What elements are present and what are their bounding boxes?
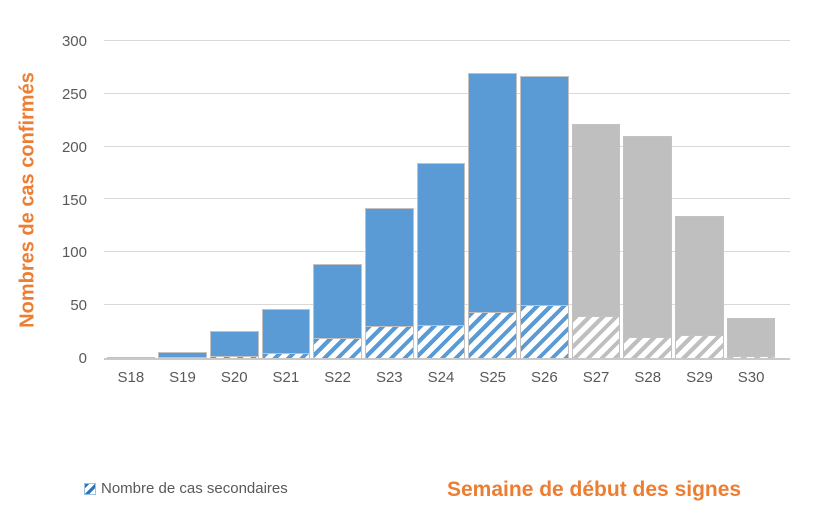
bar-s18 bbox=[106, 357, 156, 358]
plot-area bbox=[104, 40, 790, 360]
bar-s30 bbox=[726, 318, 776, 358]
bar-s21-secondary-hatch bbox=[262, 353, 310, 358]
x-axis-title: Semaine de début des signes bbox=[447, 478, 742, 501]
x-tick-label-s21: S21 bbox=[272, 369, 300, 386]
x-tick-label-s24: S24 bbox=[427, 369, 455, 386]
bar-s27 bbox=[571, 124, 621, 358]
x-tick-label-s25: S25 bbox=[479, 369, 507, 386]
bar-s22-secondary-hatch bbox=[314, 338, 361, 358]
bar-s19-secondary-hatch bbox=[159, 357, 206, 358]
y-tick-label-250: 250 bbox=[61, 85, 87, 103]
bar-s29-secondary-hatch bbox=[676, 335, 723, 358]
bar-s30-secondary-hatch bbox=[727, 356, 775, 358]
gridline-250 bbox=[104, 93, 790, 94]
y-axis-title: Nombres de cas confirmés bbox=[16, 72, 39, 328]
bar-s20 bbox=[209, 331, 259, 358]
bar-s24 bbox=[416, 163, 466, 358]
bar-s25-secondary-hatch bbox=[469, 312, 517, 358]
x-tick-label-s27: S27 bbox=[582, 369, 610, 386]
bar-s28-secondary-hatch bbox=[624, 337, 672, 358]
gridline-200 bbox=[104, 146, 790, 147]
x-tick-label-s26: S26 bbox=[531, 369, 558, 386]
x-tick-label-s18: S18 bbox=[117, 369, 145, 386]
x-tick-label-s20: S20 bbox=[220, 369, 248, 386]
bars-container bbox=[105, 41, 777, 358]
y-tick-label-0: 0 bbox=[78, 350, 87, 367]
x-tick-label-s22: S22 bbox=[324, 369, 351, 386]
bar-s22 bbox=[313, 264, 362, 358]
bar-s26 bbox=[520, 76, 569, 358]
legend-label: Nombre de cas secondaires bbox=[101, 480, 288, 497]
x-tick-label-s29: S29 bbox=[686, 369, 713, 386]
bar-s20-secondary-hatch bbox=[210, 356, 258, 358]
gridline-300 bbox=[104, 40, 790, 41]
bar-s21 bbox=[261, 309, 311, 358]
y-tick-label-150: 150 bbox=[61, 191, 87, 209]
bar-s24-secondary-hatch bbox=[417, 325, 465, 358]
bar-s23 bbox=[364, 208, 414, 358]
legend: Nombre de cas secondaires bbox=[84, 480, 288, 497]
x-tick-label-s19: S19 bbox=[169, 369, 196, 386]
x-tick-label-s23: S23 bbox=[375, 369, 403, 386]
y-tick-label-100: 100 bbox=[61, 244, 87, 262]
y-tick-label-300: 300 bbox=[61, 33, 87, 50]
bar-s19 bbox=[158, 352, 207, 358]
y-tick-label-200: 200 bbox=[61, 138, 87, 156]
bar-s28 bbox=[623, 136, 673, 358]
y-tick-label-50: 50 bbox=[70, 297, 87, 315]
x-tick-label-s28: S28 bbox=[634, 369, 662, 386]
y-axis-tick-labels: 0 50 100 150 200 250 300 bbox=[40, 33, 96, 367]
bar-s29 bbox=[675, 216, 724, 358]
legend-hatch-swatch-icon bbox=[84, 482, 96, 495]
bar-s26-secondary-hatch bbox=[521, 305, 568, 358]
bar-s23-secondary-hatch bbox=[365, 326, 413, 358]
x-axis-tick-labels: S18 S19 S20 S21 S22 S23 S24 S25 S26 S27 S28 S29 S30 bbox=[105, 369, 777, 391]
x-tick-label-s30: S30 bbox=[737, 369, 765, 386]
bar-s25 bbox=[468, 73, 518, 358]
bar-s27-secondary-hatch bbox=[572, 316, 620, 358]
